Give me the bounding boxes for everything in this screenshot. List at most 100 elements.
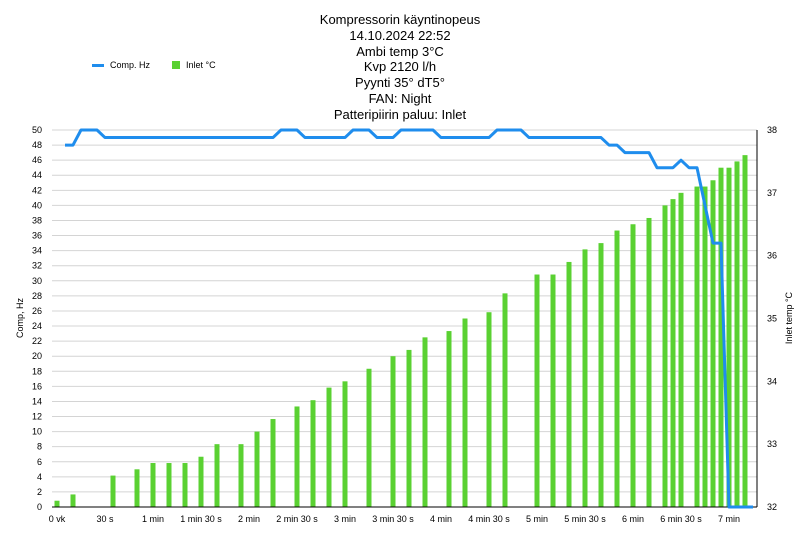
bar-inlet-temp xyxy=(630,224,636,507)
bar-inlet-temp xyxy=(54,500,60,507)
bar-inlet-temp xyxy=(110,475,116,507)
bar-inlet-temp xyxy=(366,368,372,507)
title-line: Ambi temp 3°C xyxy=(356,43,444,59)
bar-inlet-temp xyxy=(726,167,732,507)
x-tick-label: 5 min 30 s xyxy=(564,514,606,524)
title-line: FAN: Night xyxy=(368,90,432,106)
x-tick-label: 1 min xyxy=(142,514,164,524)
y-right-tick-label: 35 xyxy=(767,314,777,324)
x-tick-label: 3 min 30 s xyxy=(372,514,414,524)
y-right-tick-label: 38 xyxy=(767,125,777,135)
y-right-tick-label: 37 xyxy=(767,188,777,198)
y-left-tick-label: 28 xyxy=(32,291,42,301)
bar-inlet-temp xyxy=(718,167,724,507)
y-left-tick-label: 24 xyxy=(32,321,42,331)
x-tick-label: 0 vk xyxy=(49,514,66,524)
y-left-tick-label: 34 xyxy=(32,246,42,256)
y-left-tick-label: 0 xyxy=(37,502,42,512)
bar-inlet-temp xyxy=(462,318,468,507)
bar-inlet-temp xyxy=(422,337,428,507)
legend-label-comp: Comp. Hz xyxy=(110,60,151,70)
bar-inlet-temp xyxy=(566,261,572,507)
bar-inlet-temp xyxy=(742,155,748,507)
bar-inlet-temp xyxy=(150,463,156,507)
bar-inlet-temp xyxy=(214,444,220,507)
y-right-tick-label: 33 xyxy=(767,439,777,449)
y-left-tick-label: 48 xyxy=(32,140,42,150)
y-left-tick-label: 36 xyxy=(32,231,42,241)
y-left-tick-label: 42 xyxy=(32,185,42,195)
bar-inlet-temp xyxy=(598,243,604,507)
bar-inlet-temp xyxy=(582,249,588,507)
y-left-tick-label: 30 xyxy=(32,276,42,286)
legend: Comp. Hz Inlet °C xyxy=(92,60,216,70)
line-comp-hz xyxy=(65,128,753,509)
bar-inlet-temp xyxy=(406,349,412,507)
bar-inlet-temp xyxy=(710,180,716,507)
bar-inlet-temp xyxy=(238,444,244,507)
y-left-tick-label: 2 xyxy=(37,487,42,497)
y-left-tick-label: 12 xyxy=(32,412,42,422)
x-tick-label: 4 min xyxy=(430,514,452,524)
y-left-tick-label: 44 xyxy=(32,170,42,180)
y-left-tick-label: 8 xyxy=(37,442,42,452)
x-tick-label: 1 min 30 s xyxy=(180,514,222,524)
bar-inlet-temp xyxy=(390,356,396,507)
y-left-tick-label: 4 xyxy=(37,472,42,482)
x-tick-label: 2 min 30 s xyxy=(276,514,318,524)
y-right-tick-label: 34 xyxy=(767,376,777,386)
y-left-tick-label: 6 xyxy=(37,457,42,467)
bar-inlet-temp xyxy=(326,387,332,507)
bar-inlet-temp xyxy=(254,431,260,507)
bar-inlet-temp xyxy=(502,293,508,507)
y-left-tick-label: 20 xyxy=(32,351,42,361)
y-left-tick-label: 14 xyxy=(32,396,42,406)
x-tick-label: 30 s xyxy=(96,514,114,524)
y-right-tick-label: 36 xyxy=(767,251,777,261)
bar-inlet-temp xyxy=(662,205,668,507)
legend-line-swatch xyxy=(92,63,104,67)
x-tick-label: 4 min 30 s xyxy=(468,514,510,524)
legend-label-inlet: Inlet °C xyxy=(186,60,216,70)
chart-title: Kompressorin käyntinopeus 14.10.2024 22:5… xyxy=(0,12,800,123)
bar-inlet-temp xyxy=(70,494,76,507)
title-line: Patteripiirin paluu: Inlet xyxy=(333,106,467,122)
bar-inlet-temp xyxy=(294,406,300,507)
x-tick-label: 7 min xyxy=(718,514,740,524)
bar-inlet-temp xyxy=(166,463,172,507)
y-left-tick-label: 18 xyxy=(32,366,42,376)
bar-inlet-temp xyxy=(342,381,348,507)
bar-inlet-temp xyxy=(550,274,556,507)
bar-inlet-temp xyxy=(486,312,492,507)
y-left-tick-label: 26 xyxy=(32,306,42,316)
bar-inlet-temp xyxy=(734,161,740,507)
x-tick-label: 3 min xyxy=(334,514,356,524)
y-left-tick-label: 22 xyxy=(32,336,42,346)
title-line: Pyynti 35° dT5° xyxy=(355,75,445,91)
bar-inlet-temp xyxy=(198,456,204,507)
bar-inlet-temp xyxy=(670,199,676,507)
y-left-tick-label: 38 xyxy=(32,215,42,225)
y-left-tick-label: 16 xyxy=(32,381,42,391)
bar-inlet-temp xyxy=(678,192,684,508)
y-left-tick-label: 32 xyxy=(32,261,42,271)
y-right-tick-label: 32 xyxy=(767,502,777,512)
x-tick-label: 5 min xyxy=(526,514,548,524)
title-line: Kompressorin käyntinopeus xyxy=(319,12,481,27)
bar-inlet-temp xyxy=(614,230,620,508)
bar-inlet-temp xyxy=(134,469,140,507)
title-line: 14.10.2024 22:52 xyxy=(349,27,451,43)
x-tick-label: 6 min 30 s xyxy=(660,514,702,524)
y-left-tick-label: 46 xyxy=(32,155,42,165)
x-tick-label: 6 min xyxy=(622,514,644,524)
y-left-tick-label: 10 xyxy=(32,427,42,437)
legend-bar-swatch xyxy=(172,61,181,69)
bar-inlet-temp xyxy=(182,463,188,507)
bar-inlet-temp xyxy=(534,274,540,507)
bar-inlet-temp xyxy=(310,400,316,507)
title-line: Kvp 2120 l/h xyxy=(363,59,437,75)
bar-inlet-temp xyxy=(446,331,452,507)
x-tick-label: 2 min xyxy=(238,514,260,524)
y-right-axis-title: Inlet temp °C xyxy=(784,291,794,344)
